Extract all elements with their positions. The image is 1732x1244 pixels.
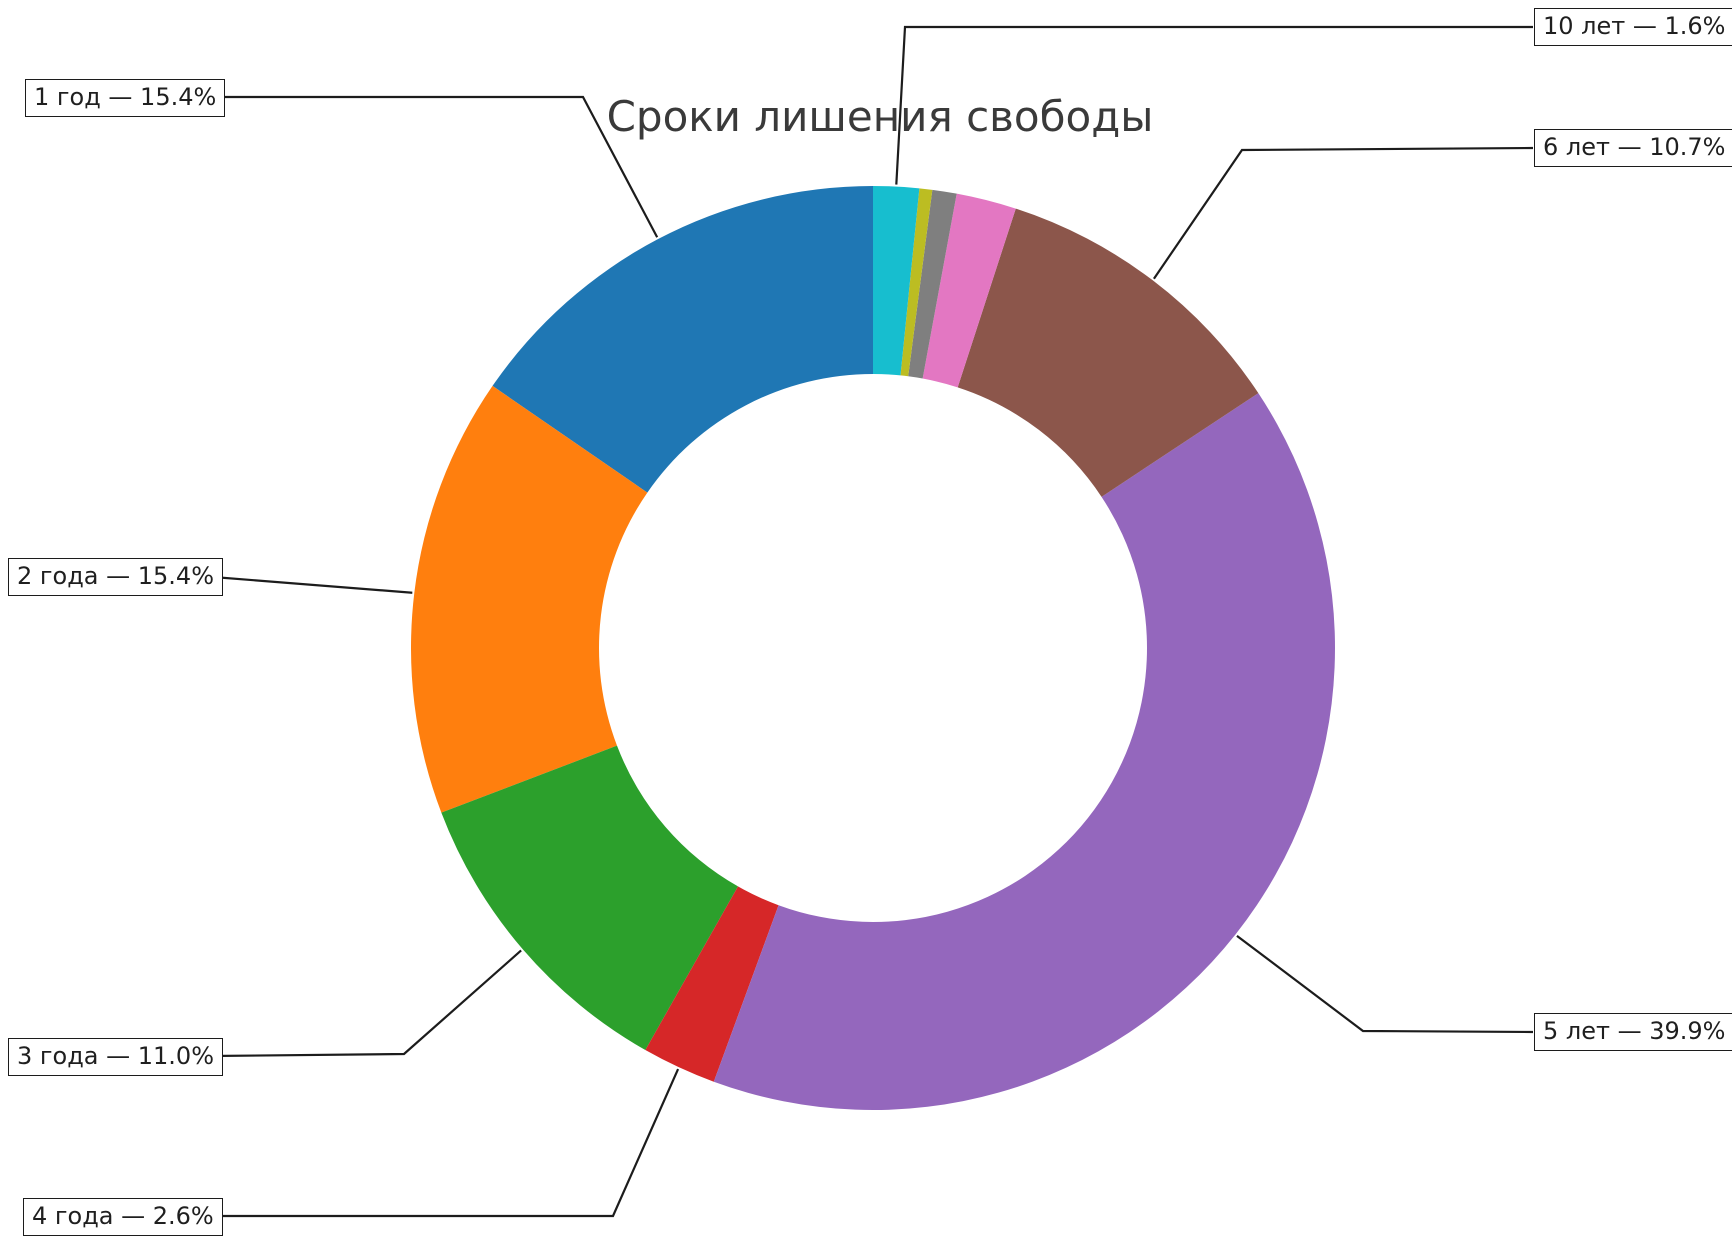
pie-slice-1-year bbox=[492, 186, 873, 493]
leader-line-6-years bbox=[1153, 146, 1534, 280]
annotation-label-10-years: 10 лет — 1.6% bbox=[1534, 8, 1732, 46]
pie-slice-9-years bbox=[900, 188, 933, 377]
annotation-label-5-years: 5 лет — 39.9% bbox=[1534, 1013, 1732, 1051]
chart-title: Сроки лишения свободы bbox=[606, 92, 1154, 141]
leader-line-3-years bbox=[210, 949, 522, 1058]
annotation-label-4-years: 4 года — 2.6% bbox=[23, 1198, 223, 1236]
leader-line-4-years bbox=[214, 1068, 680, 1218]
leader-line-2-years bbox=[212, 575, 413, 594]
annotation-label-2-years: 2 года — 15.4% bbox=[8, 558, 223, 596]
pie-slice-8-years bbox=[908, 189, 957, 379]
annotation-label-6-years: 6 лет — 10.7% bbox=[1534, 129, 1732, 167]
annotation-label-1-year: 1 год — 15.4% bbox=[25, 79, 226, 117]
pie-slice-10-years bbox=[873, 186, 920, 376]
pie-slice-5-years bbox=[713, 393, 1335, 1111]
pie-slice-3-years bbox=[441, 745, 738, 1051]
pie-slice-6-years bbox=[957, 208, 1259, 497]
leader-line-5-years bbox=[1236, 934, 1534, 1034]
pie-slice-4-years bbox=[645, 886, 779, 1082]
leader-line-10-years bbox=[895, 25, 1533, 185]
pie-slice-2-years bbox=[411, 385, 648, 813]
pie-slice-7-years bbox=[922, 193, 1016, 388]
leader-line-1-year bbox=[211, 95, 659, 238]
annotation-label-3-years: 3 года — 11.0% bbox=[8, 1038, 223, 1076]
